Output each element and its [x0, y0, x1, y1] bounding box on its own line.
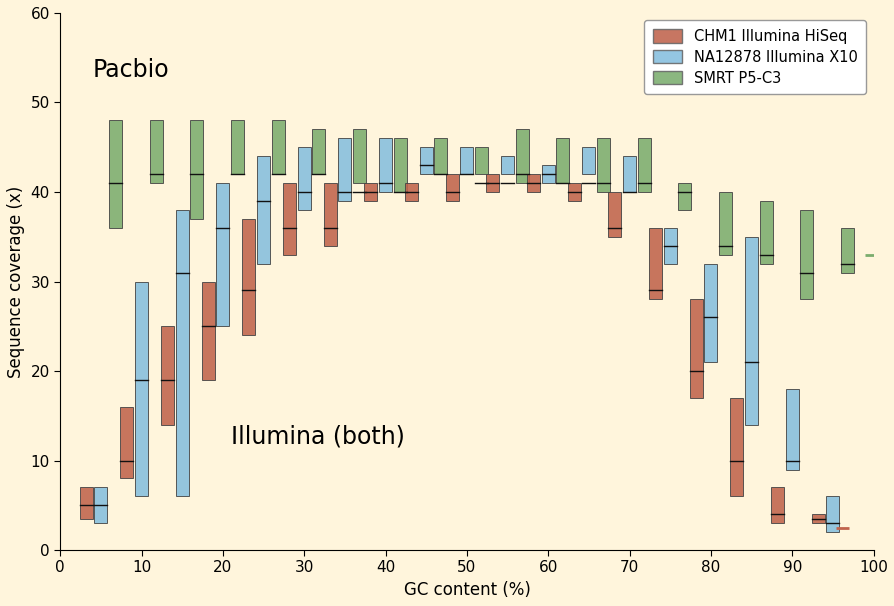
Bar: [622, 156, 636, 192]
Bar: [109, 121, 122, 228]
Bar: [475, 147, 487, 174]
Bar: [567, 183, 580, 201]
Bar: [648, 228, 662, 299]
Bar: [283, 183, 296, 255]
Bar: [95, 487, 107, 523]
Bar: [445, 174, 459, 201]
Bar: [704, 264, 717, 362]
Bar: [771, 487, 783, 523]
Bar: [161, 326, 174, 425]
Bar: [216, 183, 229, 326]
Bar: [434, 138, 447, 174]
Bar: [312, 129, 325, 174]
Bar: [759, 201, 772, 264]
Bar: [257, 156, 270, 264]
Bar: [785, 389, 798, 470]
Bar: [379, 138, 392, 192]
Bar: [364, 183, 377, 201]
Bar: [231, 121, 244, 174]
Bar: [730, 398, 743, 496]
Bar: [556, 138, 569, 183]
Y-axis label: Sequence coverage (x): Sequence coverage (x): [7, 185, 25, 378]
Bar: [80, 487, 93, 519]
Text: Illumina (both): Illumina (both): [231, 425, 404, 449]
Bar: [689, 299, 702, 398]
Bar: [460, 147, 473, 174]
Bar: [298, 147, 310, 210]
Bar: [149, 121, 163, 183]
Bar: [515, 129, 528, 183]
Bar: [121, 407, 133, 479]
Bar: [324, 183, 336, 245]
Bar: [175, 210, 189, 496]
Bar: [608, 192, 620, 237]
Bar: [190, 121, 203, 219]
Bar: [663, 228, 676, 264]
Bar: [338, 138, 351, 201]
Bar: [135, 282, 148, 496]
Bar: [799, 210, 813, 299]
Legend: CHM1 Illumina HiSeq, NA12878 Illumina X10, SMRT P5-C3: CHM1 Illumina HiSeq, NA12878 Illumina X1…: [644, 20, 865, 95]
Bar: [825, 496, 839, 532]
Bar: [501, 156, 513, 174]
Bar: [419, 147, 433, 174]
Bar: [353, 129, 366, 183]
Bar: [637, 138, 650, 192]
Bar: [486, 174, 499, 192]
Bar: [541, 165, 554, 183]
Bar: [840, 228, 853, 273]
Bar: [527, 174, 540, 192]
Bar: [596, 138, 610, 192]
Bar: [272, 121, 284, 174]
Bar: [718, 192, 731, 255]
Bar: [678, 183, 691, 210]
Bar: [405, 183, 417, 201]
Bar: [201, 282, 215, 380]
Bar: [393, 138, 406, 192]
Bar: [242, 219, 255, 335]
Text: Pacbio: Pacbio: [93, 58, 169, 82]
Bar: [582, 147, 595, 174]
Bar: [745, 237, 757, 425]
Bar: [811, 514, 824, 523]
X-axis label: GC content (%): GC content (%): [403, 581, 530, 599]
